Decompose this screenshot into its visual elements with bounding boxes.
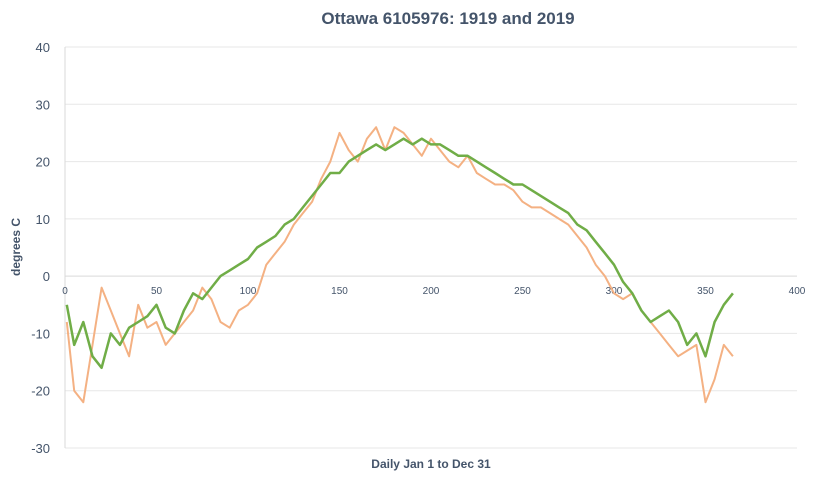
x-tick-label: 100 [240,286,257,297]
y-tick-label: 30 [36,97,50,112]
x-tick-label: 250 [514,286,531,297]
chart-title: Ottawa 6105976: 1919 and 2019 [321,9,574,28]
y-tick-label: -10 [31,326,50,341]
x-tick-label: 200 [423,286,440,297]
x-axis-label: Daily Jan 1 to Dec 31 [371,457,491,471]
gridlines [64,46,797,449]
y-tick-label: 10 [36,212,50,227]
x-tick-label: 0 [62,286,68,297]
series-line-1 [65,126,734,404]
series-lines [65,126,734,404]
y-tick-label: 0 [43,269,50,284]
y-tick-label: -30 [31,441,50,456]
x-tick-label: 400 [789,286,806,297]
y-axis-label: degrees C [9,218,23,276]
x-tick-label: 350 [697,286,714,297]
x-tick-label: 50 [151,286,163,297]
series-line-2 [65,137,734,370]
y-axis-ticks: 40 30 20 10 0 -10 -20 -30 [31,40,50,456]
y-tick-label: 20 [36,155,50,170]
x-axis-ticks: 0 50 100 150 200 250 300 350 400 [62,286,806,297]
y-tick-label: -20 [31,384,50,399]
x-tick-label: 150 [331,286,348,297]
y-tick-label: 40 [36,40,50,55]
